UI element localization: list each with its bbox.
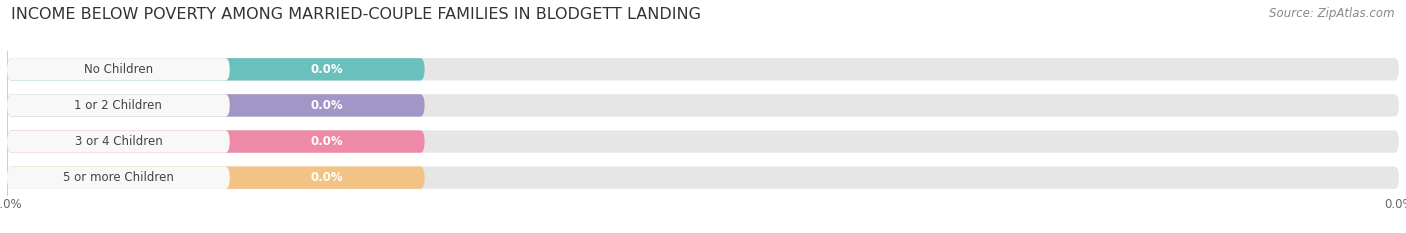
FancyBboxPatch shape (7, 166, 425, 189)
FancyBboxPatch shape (7, 166, 1399, 189)
FancyBboxPatch shape (7, 94, 425, 117)
FancyBboxPatch shape (7, 130, 425, 153)
FancyBboxPatch shape (7, 94, 1399, 117)
Text: 0.0%: 0.0% (311, 99, 343, 112)
FancyBboxPatch shape (7, 58, 229, 81)
Text: No Children: No Children (84, 63, 153, 76)
FancyBboxPatch shape (7, 166, 229, 189)
FancyBboxPatch shape (7, 130, 229, 153)
Text: INCOME BELOW POVERTY AMONG MARRIED-COUPLE FAMILIES IN BLODGETT LANDING: INCOME BELOW POVERTY AMONG MARRIED-COUPL… (11, 7, 702, 22)
Text: 0.0%: 0.0% (311, 171, 343, 184)
FancyBboxPatch shape (7, 94, 229, 117)
FancyBboxPatch shape (7, 130, 1399, 153)
Text: 3 or 4 Children: 3 or 4 Children (75, 135, 162, 148)
FancyBboxPatch shape (7, 58, 1399, 81)
Text: 5 or more Children: 5 or more Children (63, 171, 174, 184)
Text: 1 or 2 Children: 1 or 2 Children (75, 99, 162, 112)
Text: 0.0%: 0.0% (311, 135, 343, 148)
FancyBboxPatch shape (7, 58, 425, 81)
Text: 0.0%: 0.0% (311, 63, 343, 76)
Text: Source: ZipAtlas.com: Source: ZipAtlas.com (1270, 7, 1395, 20)
